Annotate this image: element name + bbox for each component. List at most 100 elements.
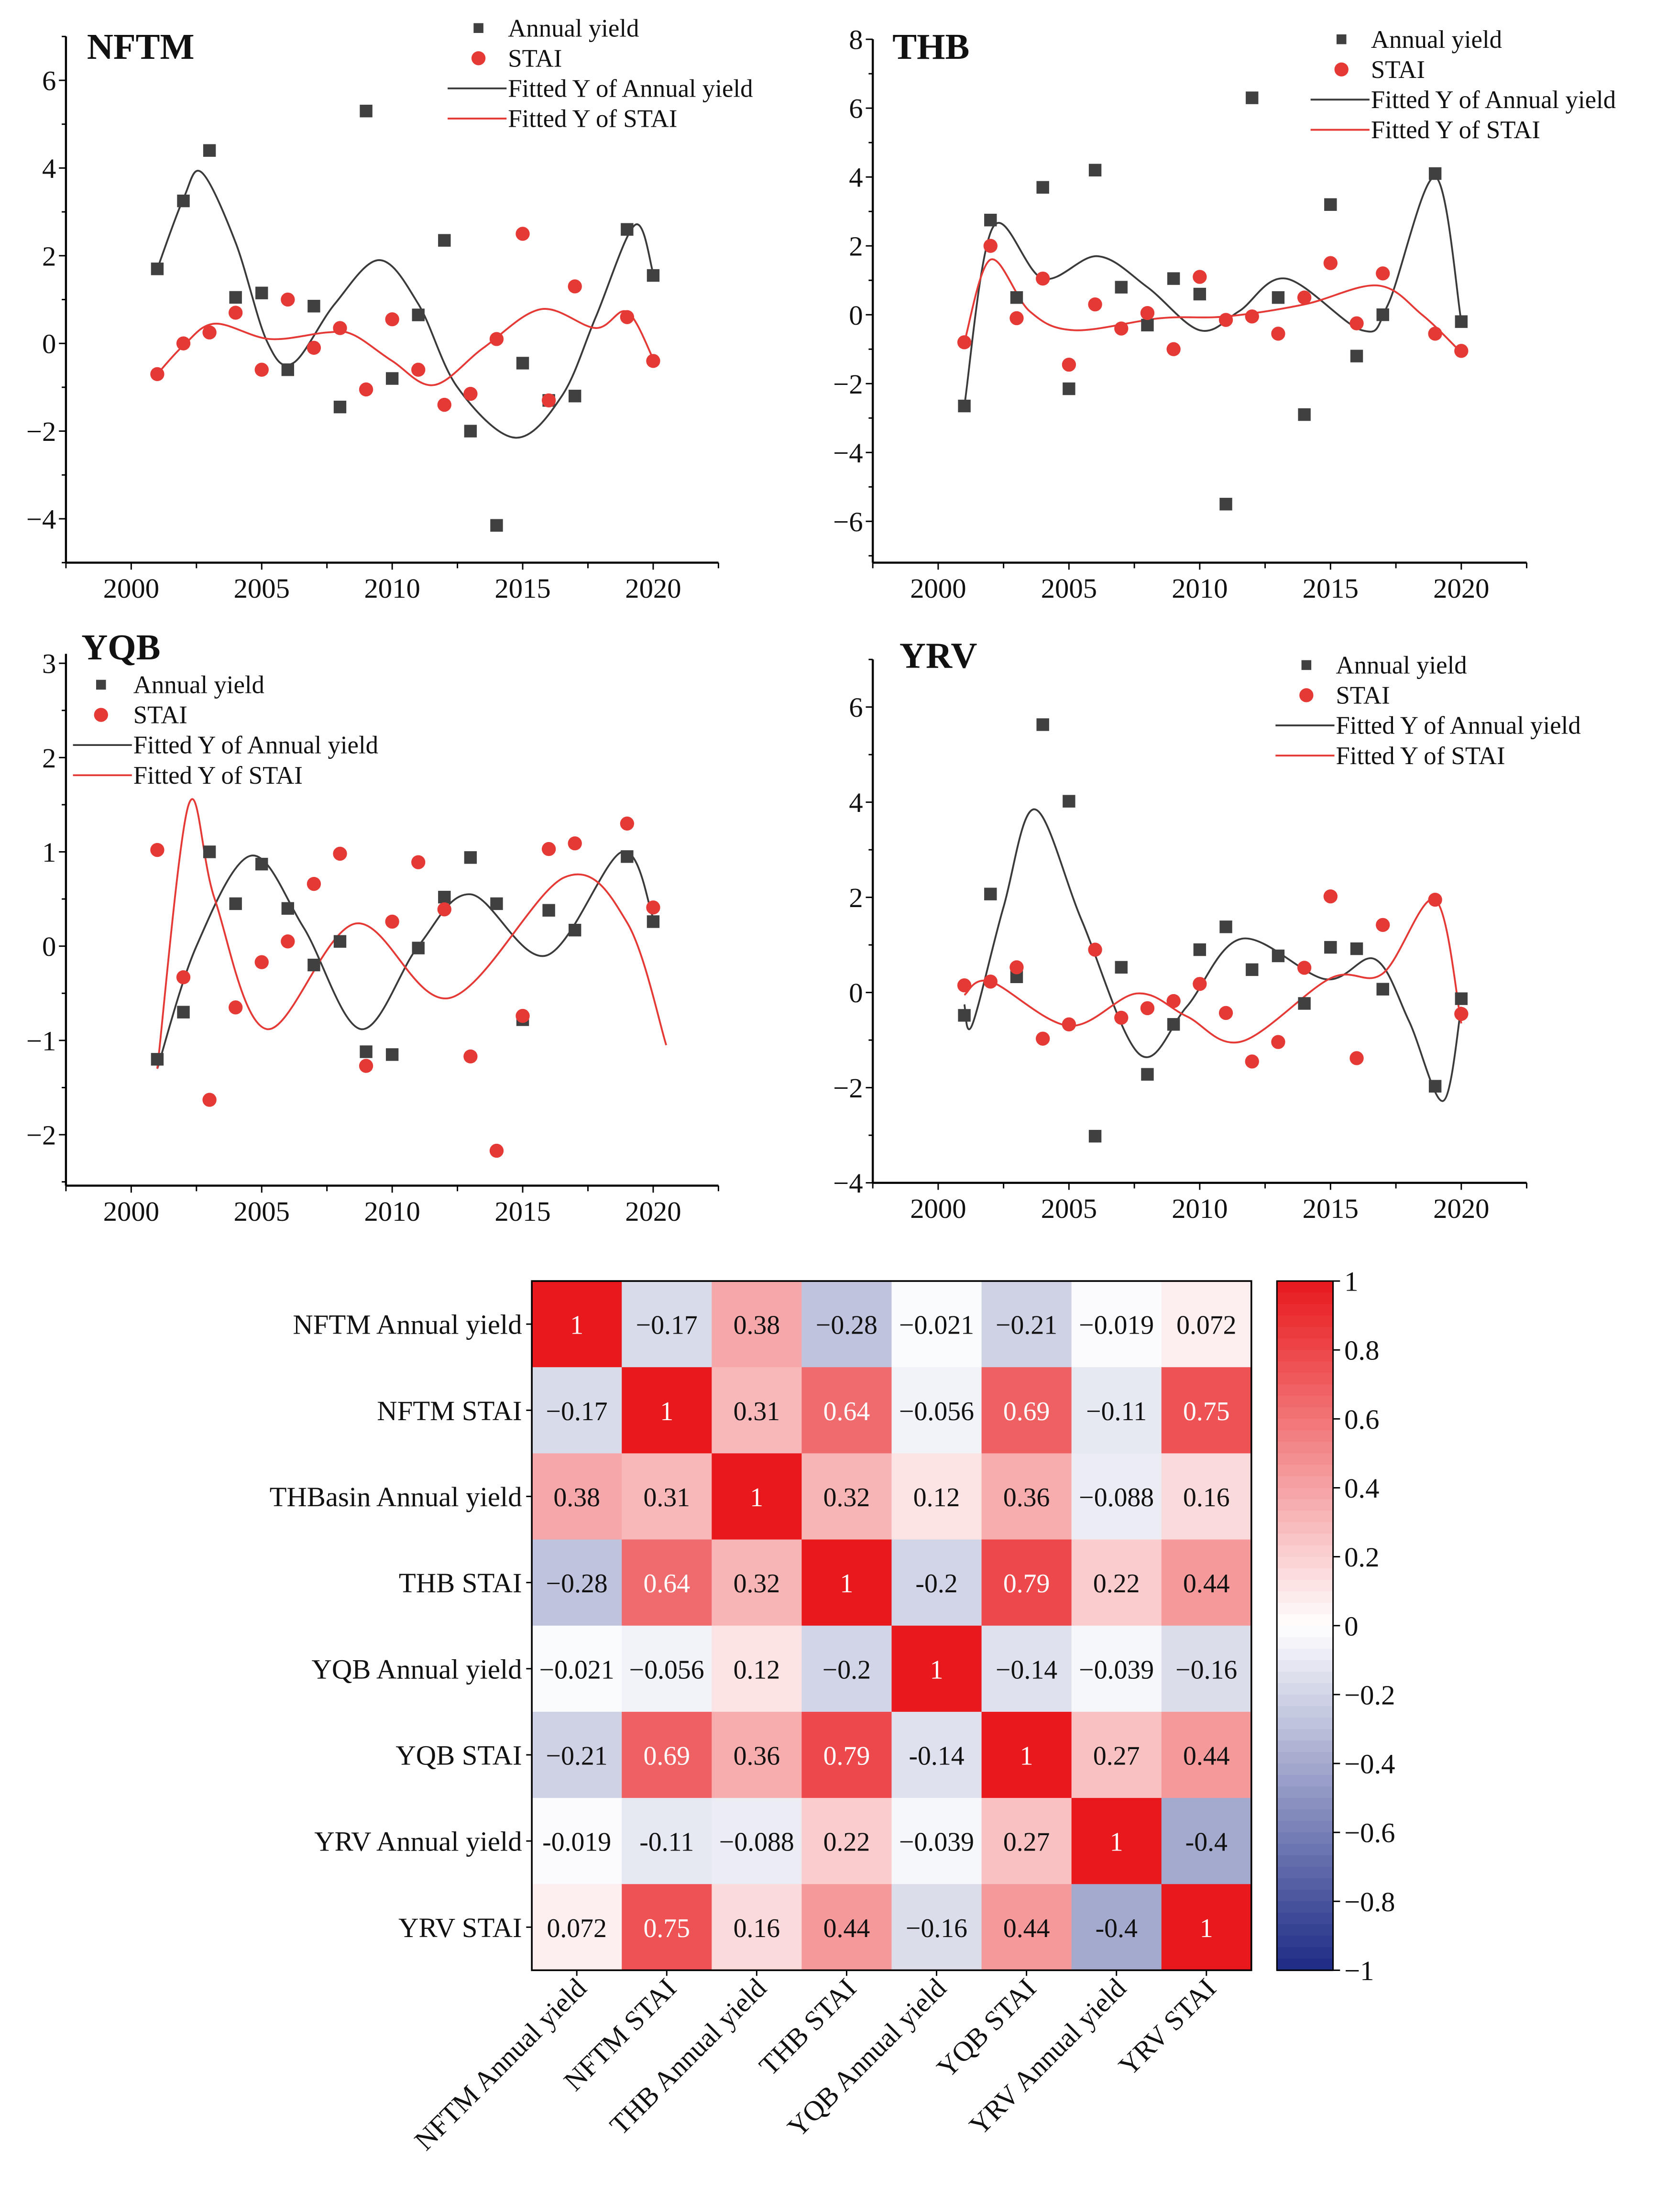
colorbar-tick-label: 0.4: [1344, 1473, 1379, 1504]
colorbar-tick-label: 0.8: [1344, 1335, 1379, 1366]
heatmap-cell: [532, 1539, 623, 1627]
heatmap-cell: [891, 1367, 983, 1454]
correlation-heatmap: 1 −0.17 0.38 −0.28 −0.021 −0.21 −0.019 0.072−0.…: [270, 1266, 1395, 2157]
cell-value: 0.69: [1003, 1397, 1050, 1426]
cell-value: 0.44: [1183, 1569, 1230, 1599]
y-tick-label: −6: [833, 506, 863, 537]
yield-point: [412, 308, 425, 321]
stai-point: [254, 362, 269, 377]
cell-value: −0.039: [1079, 1655, 1154, 1685]
heatmap-cell: [532, 1367, 623, 1454]
cell-value: −0.21: [996, 1311, 1057, 1340]
heatmap-cell: [622, 1884, 713, 1971]
yield-point: [333, 400, 347, 414]
y-tick-label: −4: [833, 438, 863, 469]
stai-point: [1245, 1054, 1259, 1069]
y-tick-label: −1: [26, 1025, 56, 1056]
colorbar-segment: [1277, 1465, 1333, 1478]
legend-square-icon: [1301, 660, 1312, 670]
colorbar-segment: [1277, 1729, 1333, 1741]
cell-value: -0.14: [909, 1741, 964, 1771]
stai-point: [385, 312, 399, 327]
heatmap-cell: [712, 1625, 802, 1713]
y-tick-label: 2: [42, 241, 56, 272]
y-tick-label: 8: [849, 24, 863, 55]
y-tick-label: 2: [849, 231, 863, 262]
stai-point: [1297, 290, 1312, 305]
cell-value: 0.36: [1003, 1483, 1050, 1512]
cell-value: −0.14: [996, 1655, 1057, 1685]
yield-point: [1193, 943, 1206, 956]
stai-point: [1036, 271, 1050, 286]
legend-square-icon: [473, 23, 483, 33]
heatmap-cell: [1071, 1281, 1163, 1368]
colorbar-tick-label: −1: [1344, 1955, 1374, 1986]
cell-value: 0.31: [734, 1397, 780, 1426]
cell-value: 0.75: [643, 1914, 690, 1943]
heatmap-cell: [981, 1281, 1073, 1368]
cell-value: 0.32: [734, 1569, 780, 1599]
yield-point: [464, 425, 477, 438]
yield-point: [412, 942, 425, 954]
yield-point: [229, 897, 242, 910]
cell-value: −0.21: [546, 1741, 608, 1771]
panel-title: THB: [892, 26, 969, 67]
yield-point: [516, 357, 529, 370]
yield-point: [1246, 91, 1259, 104]
stai-point: [489, 1143, 504, 1158]
stai-point: [1088, 942, 1102, 957]
legend-label: STAI: [1336, 682, 1390, 710]
yield-point: [1141, 1068, 1154, 1081]
cell-value: −0.2: [823, 1655, 871, 1685]
column-label: THB Annual yield: [604, 1972, 772, 2141]
legend-label: Fitted Y of STAI: [1336, 742, 1505, 770]
cell-value: −0.056: [899, 1397, 974, 1426]
heatmap-cell: [622, 1453, 713, 1541]
stai-point: [1271, 327, 1285, 341]
x-tick-label: 2020: [625, 573, 681, 604]
heatmap-cell: [981, 1539, 1073, 1627]
heatmap-cell: [1161, 1453, 1252, 1541]
legend-label: Fitted Y of STAI: [133, 762, 303, 789]
colorbar-segment: [1277, 1591, 1333, 1604]
row-label: THB STAI: [399, 1567, 522, 1599]
colorbar-segment: [1277, 1361, 1333, 1374]
fitted-stai-curve: [156, 798, 668, 1069]
stai-point: [1009, 960, 1024, 975]
cell-value: 0.072: [547, 1914, 606, 1943]
x-tick-label: 2015: [1303, 1193, 1359, 1224]
colorbar-tick-label: 0.6: [1344, 1404, 1379, 1435]
cell-value: 1: [750, 1483, 763, 1512]
stai-point: [229, 306, 243, 320]
heatmap-cell: [1071, 1884, 1163, 1971]
colorbar-segment: [1277, 1913, 1333, 1926]
legend-circle-icon: [471, 51, 486, 66]
fitted-yield-curve: [963, 808, 1462, 1102]
row-label: THBasin Annual yield: [270, 1481, 522, 1512]
yield-point: [281, 902, 295, 915]
yield-point: [177, 1006, 190, 1018]
yield-point: [1010, 291, 1023, 304]
yield-point: [1219, 498, 1232, 511]
stai-point: [515, 227, 530, 241]
heatmap-cell: [1071, 1539, 1163, 1627]
yield-point: [1167, 1018, 1180, 1031]
cell-value: 0.22: [1093, 1569, 1140, 1599]
yield-point: [984, 213, 997, 227]
colorbar-tick-label: −0.8: [1344, 1886, 1395, 1917]
yield-point: [333, 935, 347, 948]
legend-label: Fitted Y of Annual yield: [133, 732, 378, 759]
x-tick-label: 2005: [1041, 573, 1097, 604]
cell-value: -0.11: [639, 1828, 694, 1857]
colorbar-segment: [1277, 1706, 1333, 1719]
heatmap-cell: [981, 1798, 1073, 1885]
colorbar-segment: [1277, 1947, 1333, 1960]
y-tick-label: 6: [42, 66, 56, 97]
x-tick-label: 2000: [910, 1193, 966, 1224]
y-tick-label: 3: [42, 648, 56, 679]
x-tick-label: 2010: [364, 573, 420, 604]
x-tick-label: 2020: [1433, 1193, 1489, 1224]
colorbar-segment: [1277, 1775, 1333, 1787]
stai-point: [1297, 961, 1312, 975]
legend-square-icon: [96, 679, 106, 690]
